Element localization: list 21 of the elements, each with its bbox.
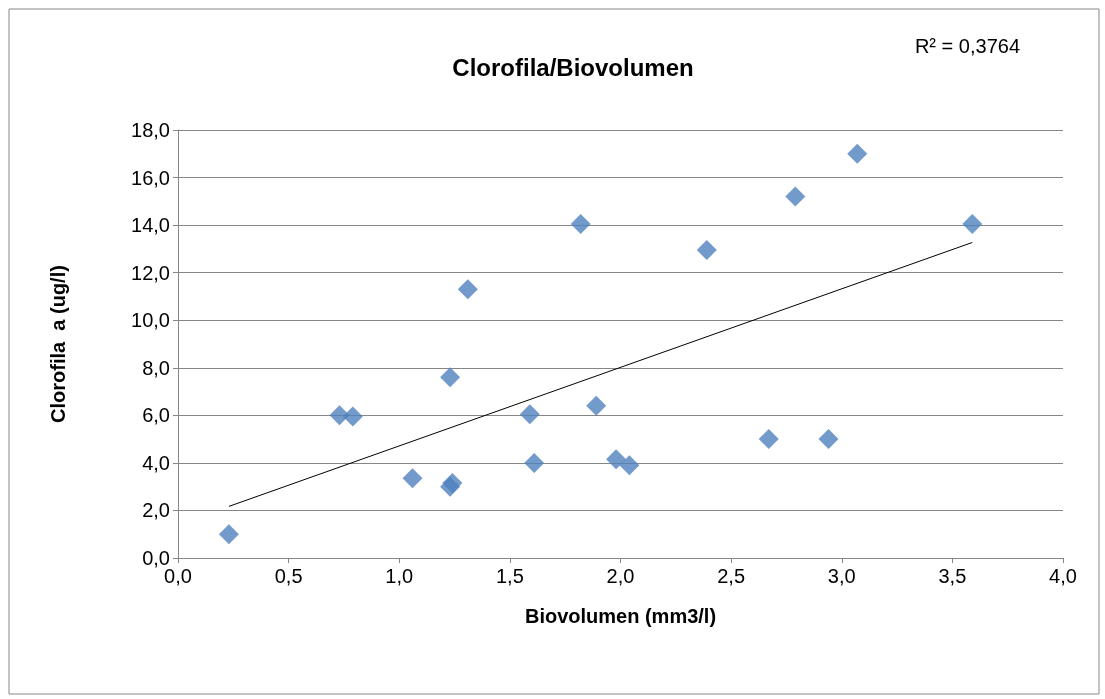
x-tick-label: 2,5 xyxy=(717,565,746,587)
x-tick-label: 3,5 xyxy=(938,565,967,587)
x-axis-title: Biovolumen (mm3/l) xyxy=(524,605,717,627)
x-tick-label: 0,5 xyxy=(274,565,303,587)
x-tick-label: 1,0 xyxy=(385,565,414,587)
y-tick-label: 6,0 xyxy=(142,404,170,427)
y-tick-label: 14,0 xyxy=(131,214,170,237)
y-tick-label: 8,0 xyxy=(142,356,170,379)
y-tick-label: 2,0 xyxy=(142,499,170,522)
chart-title: Clorofila/Biovolumen xyxy=(452,53,694,81)
y-tick-label: 12,0 xyxy=(131,261,170,284)
y-tick-label: 18,0 xyxy=(131,119,170,141)
y-tick-label: 4,0 xyxy=(142,451,170,474)
x-tick-label: 1,5 xyxy=(495,565,524,587)
x-tick-label: 4,0 xyxy=(1049,565,1077,587)
y-axis-title: Clorofila a (ug/l) xyxy=(47,265,69,423)
x-tick-label: 2,0 xyxy=(606,565,635,587)
text: R² = 0,3764 xyxy=(914,35,1021,57)
y-tick-label: 16,0 xyxy=(131,166,170,189)
x-tick-label: 3,0 xyxy=(827,565,856,587)
y-tick-label: 10,0 xyxy=(131,309,170,332)
